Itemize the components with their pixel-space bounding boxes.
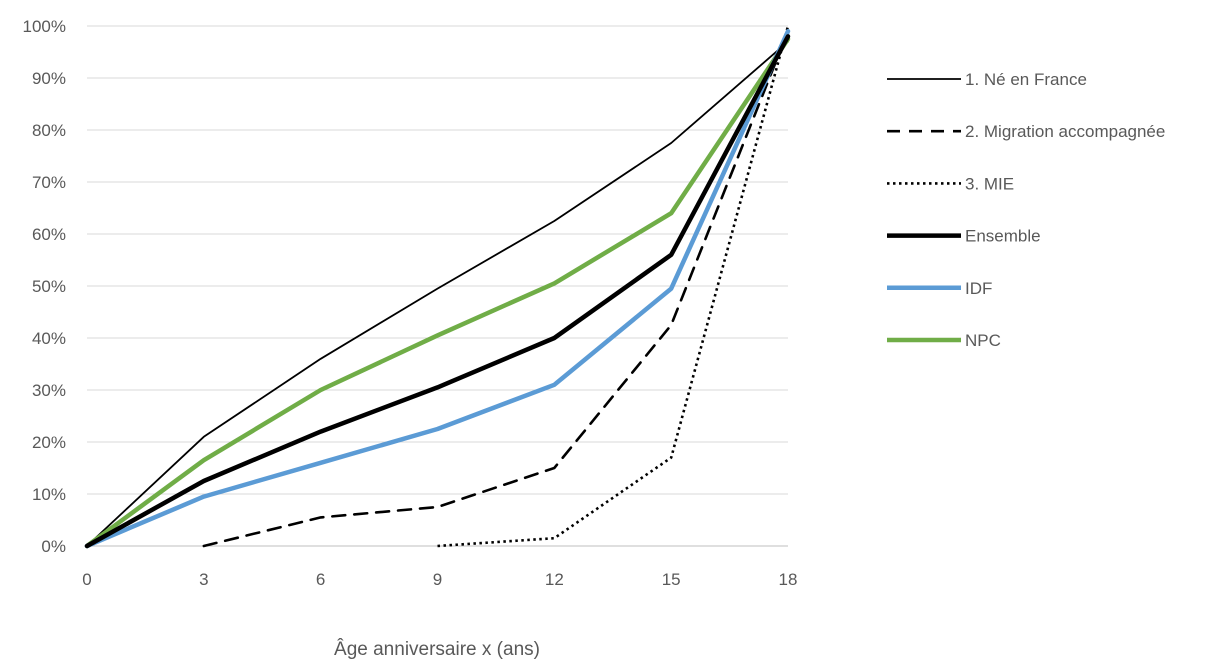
legend: 1. Né en France 2. Migration accompagnée 3… <box>887 70 1165 350</box>
y-tick-label: 80% <box>32 121 66 140</box>
y-tick-label: 90% <box>32 69 66 88</box>
y-tick-label: 60% <box>32 225 66 244</box>
y-tick-label: 10% <box>32 485 66 504</box>
series-lines <box>84 25 791 549</box>
legend-label: 3. MIE <box>965 174 1014 193</box>
y-axis-ticks: 0% 10% 20% 30% 40% 50% 60% 70% 80% 90% 100% <box>23 17 66 556</box>
x-axis-label: Âge anniversaire x (ans) <box>334 638 540 660</box>
legend-label: IDF <box>965 279 992 298</box>
x-tick-label: 6 <box>316 570 325 589</box>
series-line <box>84 28 791 549</box>
y-tick-label: 40% <box>32 329 66 348</box>
x-tick-label: 18 <box>779 570 798 589</box>
x-tick-label: 12 <box>545 570 564 589</box>
series-line <box>437 25 790 548</box>
y-tick-label: 20% <box>32 433 66 452</box>
gridlines <box>87 25 788 547</box>
series-line <box>86 40 789 547</box>
x-tick-label: 9 <box>433 570 442 589</box>
legend-label: 1. Né en France <box>965 70 1087 89</box>
series-line <box>202 29 790 548</box>
legend-label: NPC <box>965 331 1001 350</box>
y-tick-label: 50% <box>32 277 66 296</box>
series-line <box>84 36 791 549</box>
x-tick-label: 15 <box>662 570 681 589</box>
legend-label: Ensemble <box>965 227 1041 246</box>
y-tick-label: 30% <box>32 381 66 400</box>
legend-label: 2. Migration accompagnée <box>965 122 1165 141</box>
series-line <box>84 34 791 549</box>
y-tick-label: 70% <box>32 173 66 192</box>
x-axis-ticks: 0 3 6 9 12 15 18 <box>82 570 797 589</box>
x-tick-label: 0 <box>82 570 91 589</box>
x-tick-label: 3 <box>199 570 208 589</box>
y-tick-label: 100% <box>23 17 66 36</box>
y-tick-label: 0% <box>41 537 66 556</box>
